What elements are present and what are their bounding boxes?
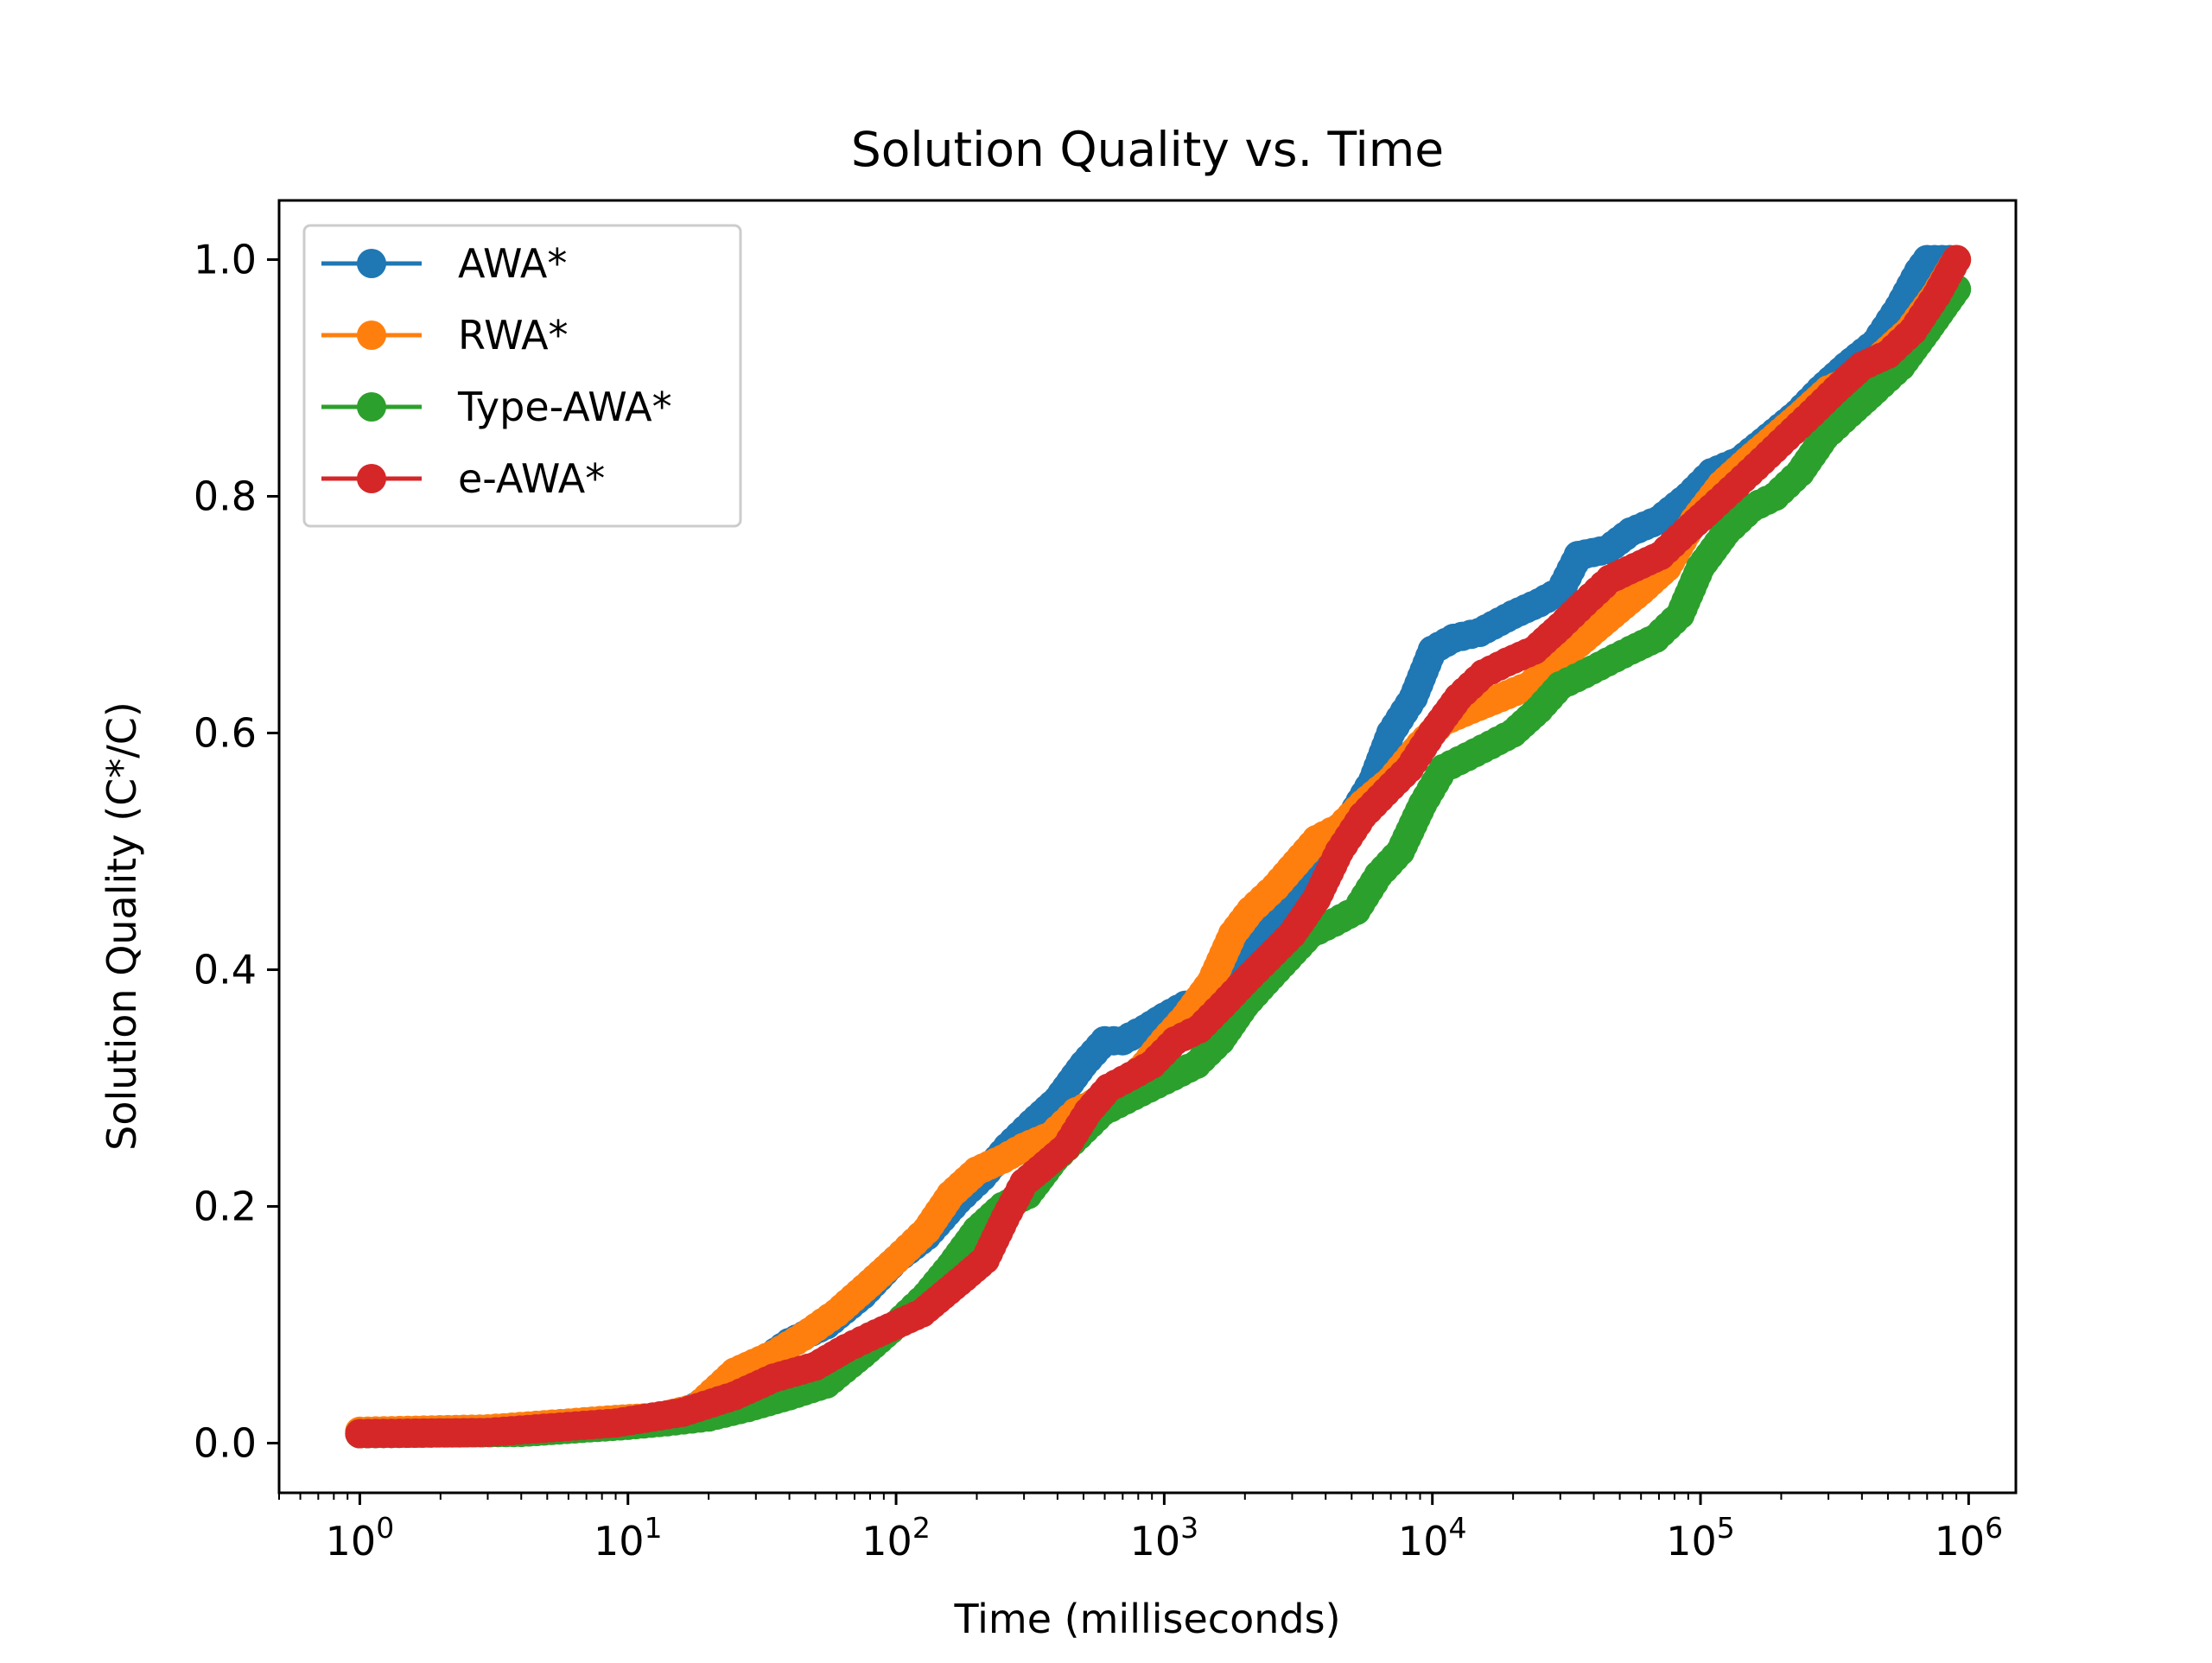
x-tick-label: 104: [1398, 1511, 1467, 1565]
legend-entry: Type-AWA*: [321, 384, 672, 430]
legend-marker: [357, 249, 386, 278]
x-tick-exponent: 3: [1180, 1511, 1198, 1545]
x-tick-exponent: 0: [376, 1511, 394, 1545]
y-tick-label: 0.6: [194, 709, 257, 756]
legend-frame: [302, 224, 742, 528]
x-tick-exponent: 5: [1717, 1511, 1735, 1545]
legend-entry: e-AWA*: [321, 455, 605, 502]
x-tick-label: 101: [594, 1511, 663, 1565]
x-tick-base: 10: [1398, 1518, 1449, 1565]
y-tick-label: 0.2: [194, 1183, 257, 1229]
x-tick-base: 10: [594, 1518, 645, 1565]
legend: AWA* RWA* Type-AWA* e-AWA*: [302, 224, 742, 528]
plot-frame: [277, 199, 2018, 1495]
x-axis-label: Time (milliseconds): [953, 1596, 1340, 1642]
legend-label: e-AWA*: [458, 455, 605, 502]
x-tick-exponent: 6: [1985, 1511, 2003, 1545]
y-tick-label: 1.0: [194, 236, 257, 282]
y-tick-label: 0.4: [194, 946, 257, 993]
x-tick-label: 106: [1935, 1511, 2004, 1565]
y-axis: 0.0 0.2 0.4 0.6 0.8 1.0: [194, 236, 279, 1466]
series-4: [345, 244, 1972, 1449]
chart-title: Solution Quality vs. Time: [851, 122, 1444, 177]
legend-marker: [357, 321, 386, 350]
x-axis-minor-ticks: [278, 1493, 1958, 1500]
legend-label: Type-AWA*: [457, 384, 672, 430]
legend-entry: AWA*: [321, 240, 567, 287]
x-tick-label: 100: [326, 1511, 395, 1565]
y-tick-label: 0.0: [194, 1419, 257, 1466]
legend-label: RWA*: [458, 312, 569, 359]
x-tick-exponent: 1: [645, 1511, 663, 1545]
x-tick-base: 10: [326, 1518, 377, 1565]
x-tick-exponent: 2: [912, 1511, 931, 1545]
y-tick-label: 0.8: [194, 473, 257, 519]
legend-label: AWA*: [458, 240, 567, 287]
x-tick-label: 103: [1130, 1511, 1199, 1565]
x-tick-base: 10: [1935, 1518, 1986, 1565]
legend-entry: RWA*: [321, 312, 569, 359]
series-layer: [345, 244, 1972, 1449]
x-tick-exponent: 4: [1448, 1511, 1466, 1545]
x-axis: 100 101 102 103 104 105 106: [326, 1493, 2003, 1565]
y-axis-label: Solution Quality (C*/C): [99, 701, 145, 1151]
x-tick-base: 10: [1666, 1518, 1717, 1565]
legend-marker: [357, 464, 386, 493]
x-tick-base: 10: [1130, 1518, 1181, 1565]
data-point: [1942, 244, 1972, 275]
x-tick-base: 10: [861, 1518, 912, 1565]
legend-marker: [357, 392, 386, 422]
x-tick-label: 102: [861, 1511, 931, 1565]
x-tick-label: 105: [1666, 1511, 1735, 1565]
